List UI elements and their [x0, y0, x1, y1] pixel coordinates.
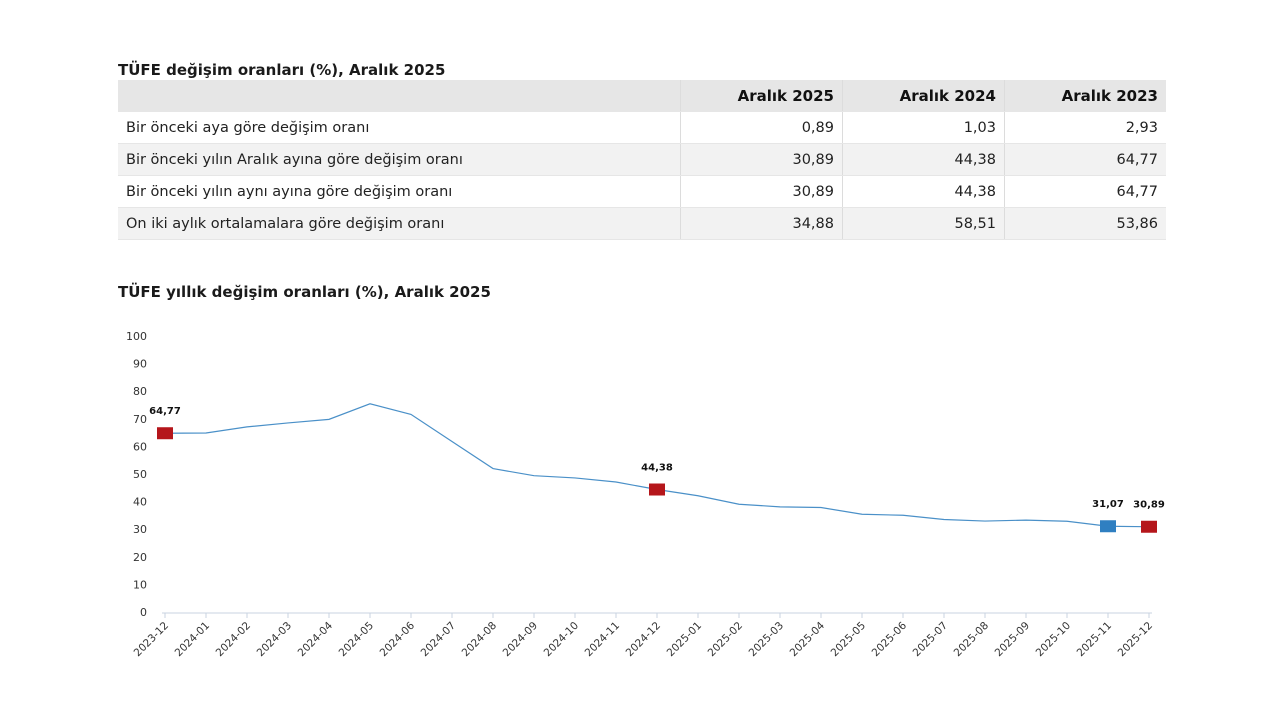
x-tick-label: 2025-02: [706, 620, 746, 660]
x-tick-label: 2025-11: [1075, 620, 1115, 660]
table-row: Bir önceki aya göre değişim oranı 0,89 1…: [118, 111, 1166, 144]
cell-value: 30,89: [680, 143, 843, 176]
x-tick-label: 2024-04: [296, 619, 336, 659]
header-aralik-2025: Aralık 2025: [680, 80, 843, 112]
y-tick-label: 40: [133, 496, 147, 509]
y-tick-label: 20: [133, 551, 147, 564]
cell-value: 64,77: [1004, 175, 1166, 208]
x-tick-label: 2025-05: [829, 620, 869, 660]
x-tick-label: 2025-10: [1034, 620, 1074, 660]
table-title: TÜFE değişim oranları (%), Aralık 2025: [118, 61, 446, 79]
x-tick-label: 2025-06: [870, 619, 910, 659]
chart-title: TÜFE yıllık değişim oranları (%), Aralık…: [118, 283, 491, 301]
header-aralik-2024: Aralık 2024: [842, 80, 1005, 112]
x-tick-label: 2025-08: [952, 620, 992, 660]
header-empty: [118, 80, 681, 112]
cell-value: 1,03: [842, 111, 1005, 144]
x-tick-label: 2023-12: [132, 620, 172, 660]
cpi-table: Aralık 2025 Aralık 2024 Aralık 2023 Bir …: [118, 80, 1166, 240]
data-label: 31,07: [1092, 499, 1124, 510]
data-label: 64,77: [149, 406, 181, 417]
x-tick-label: 2025-12: [1116, 620, 1156, 660]
row-label: On iki aylık ortalamalara göre değişim o…: [118, 207, 681, 240]
x-tick-label: 2024-10: [542, 620, 582, 660]
row-label: Bir önceki yılın aynı ayına göre değişim…: [118, 175, 681, 208]
y-tick-label: 50: [133, 468, 147, 481]
data-point-marker: [649, 483, 665, 496]
data-label: 30,89: [1133, 500, 1165, 511]
table-row: Bir önceki yılın aynı ayına göre değişim…: [118, 175, 1166, 208]
header-aralik-2023: Aralık 2023: [1004, 80, 1166, 112]
y-tick-label: 0: [140, 606, 147, 619]
x-tick-label: 2025-07: [911, 620, 951, 660]
y-tick-label: 90: [133, 358, 147, 371]
cell-value: 53,86: [1004, 207, 1166, 240]
y-tick-label: 80: [133, 385, 147, 398]
x-tick-label: 2024-12: [624, 620, 664, 660]
y-axis: 0 10 20 30 40 50 60 70 80 90 100: [126, 330, 147, 619]
x-tick-label: 2024-01: [173, 620, 213, 660]
x-tick-label: 2024-11: [583, 620, 623, 660]
x-tick-label: 2024-07: [419, 620, 459, 660]
x-tick-label: 2025-04: [788, 619, 828, 659]
data-point-marker: [1141, 520, 1157, 533]
x-tick-label: 2024-06: [378, 619, 418, 659]
table-row: On iki aylık ortalamalara göre değişim o…: [118, 207, 1166, 240]
data-point-marker: [1100, 520, 1116, 533]
x-tick-label: 2025-03: [747, 620, 787, 660]
data-label: 44,38: [641, 463, 673, 474]
x-tick-label: 2025-01: [665, 620, 705, 660]
x-tick-label: 2024-09: [501, 620, 541, 660]
x-tick-label: 2024-02: [214, 620, 254, 660]
x-tick-label: 2025-09: [993, 620, 1033, 660]
cell-value: 30,89: [680, 175, 843, 208]
data-point-marker: [157, 427, 173, 440]
cell-value: 0,89: [680, 111, 843, 144]
marker-layer: 64,77 44,38 31,07 30,89: [149, 406, 1165, 533]
cell-value: 64,77: [1004, 143, 1166, 176]
row-label: Bir önceki yılın Aralık ayına göre değiş…: [118, 143, 681, 176]
x-tick-label: 2024-03: [255, 620, 295, 660]
y-tick-label: 70: [133, 413, 147, 426]
x-axis: 2023-12 2024-01 2024-02 2024-03 2024-04 2024-…: [132, 612, 1156, 660]
table-header-row: Aralık 2025 Aralık 2024 Aralık 2023: [118, 80, 1166, 112]
x-tick-label: 2024-08: [460, 620, 500, 660]
y-tick-label: 10: [133, 578, 147, 591]
y-tick-label: 60: [133, 440, 147, 453]
cell-value: 34,88: [680, 207, 843, 240]
table-row: Bir önceki yılın Aralık ayına göre değiş…: [118, 143, 1166, 176]
y-tick-label: 100: [126, 330, 147, 343]
cell-value: 44,38: [842, 143, 1005, 176]
cell-value: 58,51: [842, 207, 1005, 240]
y-tick-label: 30: [133, 523, 147, 536]
row-label: Bir önceki aya göre değişim oranı: [118, 111, 681, 144]
cell-value: 2,93: [1004, 111, 1166, 144]
cell-value: 44,38: [842, 175, 1005, 208]
x-tick-label: 2024-05: [337, 620, 377, 660]
